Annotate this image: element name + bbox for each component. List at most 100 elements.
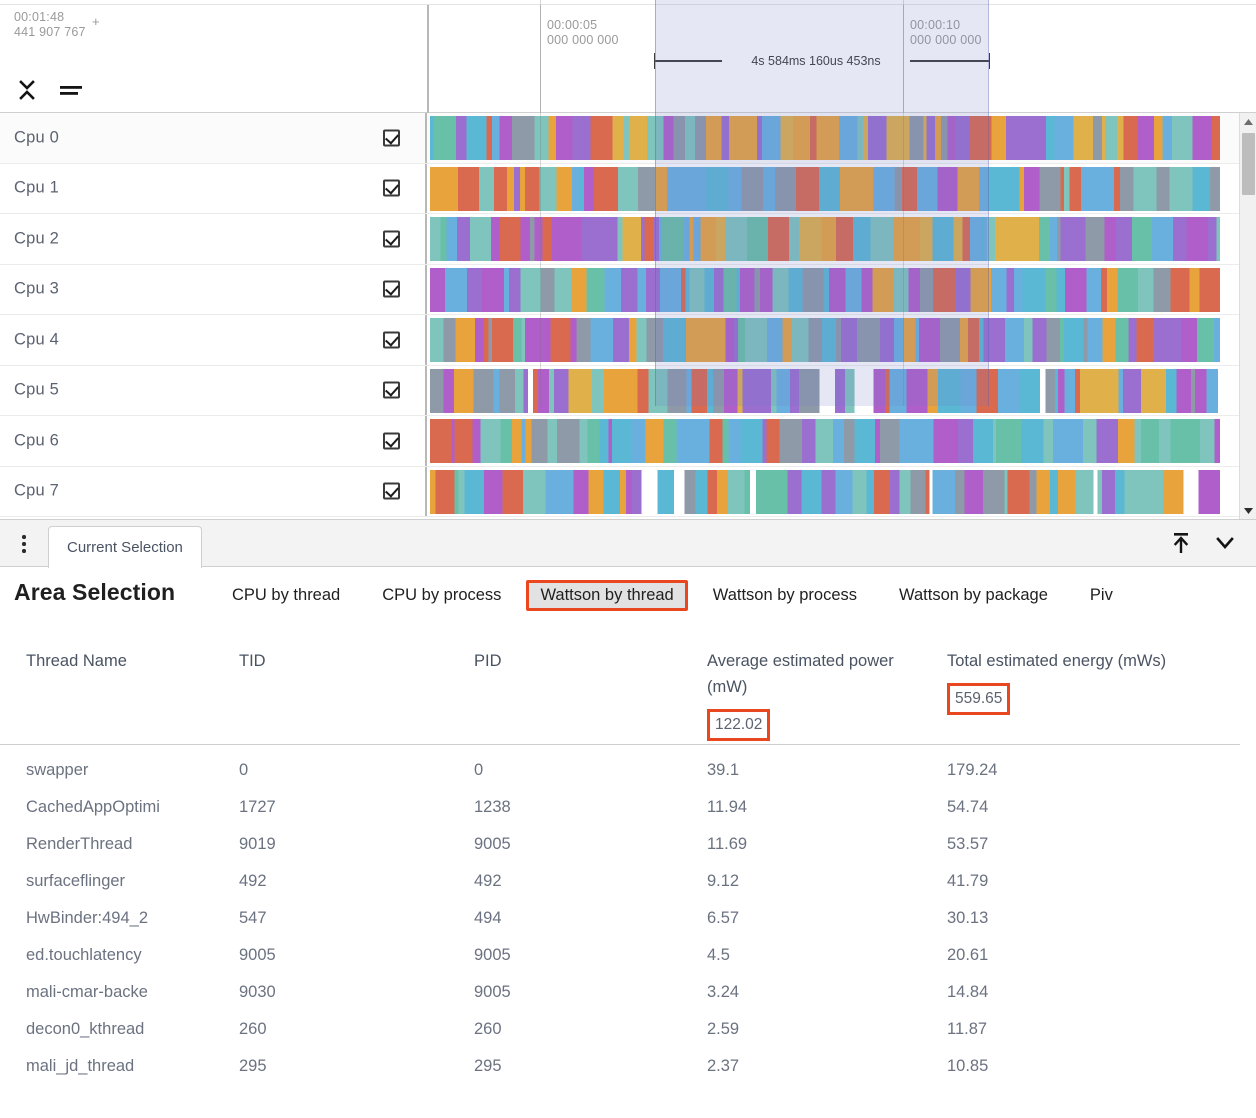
track-row[interactable]: Cpu 3	[0, 264, 1256, 315]
table-row[interactable]: RenderThread 9019 9005 11.69 53.57	[0, 826, 1240, 863]
subtab-piv[interactable]: Piv	[1089, 585, 1113, 604]
subtab-wattson-by-thread[interactable]: Wattson by thread	[526, 579, 688, 611]
cell-tid: 0	[239, 761, 249, 780]
chevron-down-icon[interactable]	[1210, 528, 1240, 558]
cell-total-energy: 41.79	[947, 872, 989, 890]
track-row[interactable]: Cpu 0	[0, 113, 1256, 164]
subtab-wattson-by-package[interactable]: Wattson by package	[899, 585, 1048, 604]
track-title: Cpu 6	[14, 431, 60, 450]
measurement-bar-right	[910, 60, 990, 62]
track-row[interactable]: Cpu 7	[0, 466, 1256, 517]
track-shell[interactable]: Cpu 0	[0, 113, 425, 163]
cell-pid: 260	[474, 1020, 502, 1038]
track-shell[interactable]: Cpu 5	[0, 366, 425, 416]
cell-thread: decon0_kthread	[26, 1020, 145, 1038]
timeline-tracks[interactable]: Cpu 0 Cpu 1 Cpu 2 Cpu 3 Cpu 4 Cpu 5 Cpu 6 Cpu 7	[0, 113, 1256, 519]
track-title: Cpu 7	[14, 481, 60, 500]
time-tick-1-line2: 000 000 000	[910, 32, 982, 47]
track-shell[interactable]: Cpu 2	[0, 214, 425, 264]
cursor-timestamp: 00:01:48 441 907 767 +	[14, 10, 100, 39]
cursor-timestamp-line1: 00:01:48	[14, 10, 65, 24]
table-row[interactable]: CachedAppOptimi 1727 1238 11.94 54.74	[0, 789, 1240, 826]
timeline-scroll-up-icon[interactable]	[1240, 113, 1256, 130]
track-checkbox[interactable]	[383, 179, 400, 197]
track-checkbox[interactable]	[383, 280, 400, 298]
cell-tid: 260	[239, 1020, 267, 1038]
table-row[interactable]: HwBinder:494_2 547 494 6.57 30.13	[0, 900, 1240, 937]
slice-stripes	[430, 267, 1220, 312]
track-row[interactable]: Cpu 5	[0, 365, 1256, 416]
hamburger-menu-icon[interactable]	[58, 77, 84, 103]
track-checkbox[interactable]	[383, 432, 400, 450]
table-row[interactable]: decon0_kthread 260 260 2.59 11.87	[0, 1011, 1240, 1048]
column-header-avg-power[interactable]: Average estimated power (mW) 122.02	[707, 622, 947, 745]
track-shell[interactable]: Cpu 3	[0, 265, 425, 315]
track-slices[interactable]	[430, 267, 1220, 312]
table-row[interactable]: mali_jd_thread 295 295 2.37 10.85	[0, 1048, 1240, 1085]
selection-edge-right[interactable]	[988, 0, 989, 406]
slice-stripes	[430, 217, 1220, 261]
cursor-timestamp-line2: 441 907 767	[14, 24, 86, 39]
track-slices[interactable]	[430, 166, 1220, 211]
analysis-subtabs[interactable]: CPU by thread CPU by process Wattson by th…	[215, 579, 1138, 611]
aggregate-total-energy: 559.65	[947, 683, 1011, 715]
table-row[interactable]: ed.touchlatency 9005 9005 4.5 20.61	[0, 937, 1240, 974]
cell-pid: 9005	[474, 835, 511, 853]
track-shell[interactable]: Cpu 6	[0, 416, 425, 466]
wattson-table-wrapper[interactable]: Thread Name TID PID Average estimated po…	[0, 622, 1256, 1118]
cell-thread: HwBinder:494_2	[26, 909, 148, 927]
selection-edge-left[interactable]	[655, 0, 656, 406]
track-row[interactable]: Cpu 2	[0, 214, 1256, 265]
track-title: Cpu 2	[14, 229, 60, 248]
header-top-rule	[0, 4, 1256, 5]
table-row[interactable]: mali-cmar-backe 9030 9005 3.24 14.84	[0, 974, 1240, 1011]
more-options-icon[interactable]	[14, 531, 34, 557]
track-checkbox[interactable]	[383, 381, 400, 399]
subtab-wattson-by-process[interactable]: Wattson by process	[712, 585, 858, 604]
kebab-dot	[22, 549, 26, 553]
table-row[interactable]: surfaceflinger 492 492 9.12 41.79	[0, 863, 1240, 900]
track-row[interactable]: Cpu 4	[0, 315, 1256, 366]
track-row[interactable]: Cpu 6	[0, 416, 1256, 467]
timeline-header-left: 00:01:48 441 907 767 +	[0, 5, 425, 113]
timeline-header: 00:01:48 441 907 767 +	[0, 0, 1256, 113]
move-to-top-icon[interactable]	[1166, 528, 1196, 558]
cell-total-energy: 20.61	[947, 946, 989, 964]
track-checkbox[interactable]	[383, 129, 400, 147]
time-tick-0-line1: 00:00:05	[547, 18, 598, 32]
track-checkbox[interactable]	[383, 482, 400, 500]
track-slices[interactable]	[430, 469, 1220, 514]
column-header-tid[interactable]: TID	[239, 622, 474, 745]
timeline-scrollbar-thumb[interactable]	[1242, 133, 1255, 195]
tab-current-selection[interactable]: Current Selection	[48, 526, 202, 568]
track-title: Cpu 0	[14, 128, 60, 147]
cell-avg-power: 2.59	[707, 1020, 740, 1038]
column-header-thread-name[interactable]: Thread Name	[0, 622, 239, 745]
track-shell[interactable]: Cpu 1	[0, 164, 425, 214]
cell-total-energy: 30.13	[947, 909, 989, 927]
collapse-chevrons-icon[interactable]	[14, 77, 40, 103]
track-slices[interactable]	[430, 368, 1220, 413]
column-header-total-energy[interactable]: Total estimated energy (mWs) 559.65	[947, 622, 1240, 745]
cell-thread: swapper	[26, 761, 89, 780]
cell-pid: 0	[474, 761, 484, 780]
timestamp-plus-glyph: +	[92, 14, 100, 29]
track-slices[interactable]	[430, 217, 1220, 261]
table-row[interactable]: swapper 0 0 39.1 179.24	[0, 744, 1240, 789]
track-shell[interactable]: Cpu 7	[0, 467, 425, 517]
cell-avg-power: 4.5	[707, 946, 730, 964]
measurement-cap-right	[989, 53, 990, 69]
track-row[interactable]: Cpu 1	[0, 163, 1256, 214]
column-header-pid[interactable]: PID	[474, 622, 707, 745]
track-slices[interactable]	[430, 116, 1220, 160]
cell-total-energy: 14.84	[947, 983, 989, 1001]
subtab-cpu-by-thread[interactable]: CPU by thread	[232, 585, 341, 604]
track-slices[interactable]	[430, 318, 1220, 362]
timeline-scroll-down-icon[interactable]	[1240, 502, 1256, 519]
timeline-scrollbar[interactable]	[1239, 113, 1256, 519]
track-checkbox[interactable]	[383, 230, 400, 248]
subtab-cpu-by-process[interactable]: CPU by process	[382, 585, 502, 604]
track-checkbox[interactable]	[383, 331, 400, 349]
track-shell[interactable]: Cpu 4	[0, 315, 425, 365]
track-slices[interactable]	[430, 419, 1220, 463]
